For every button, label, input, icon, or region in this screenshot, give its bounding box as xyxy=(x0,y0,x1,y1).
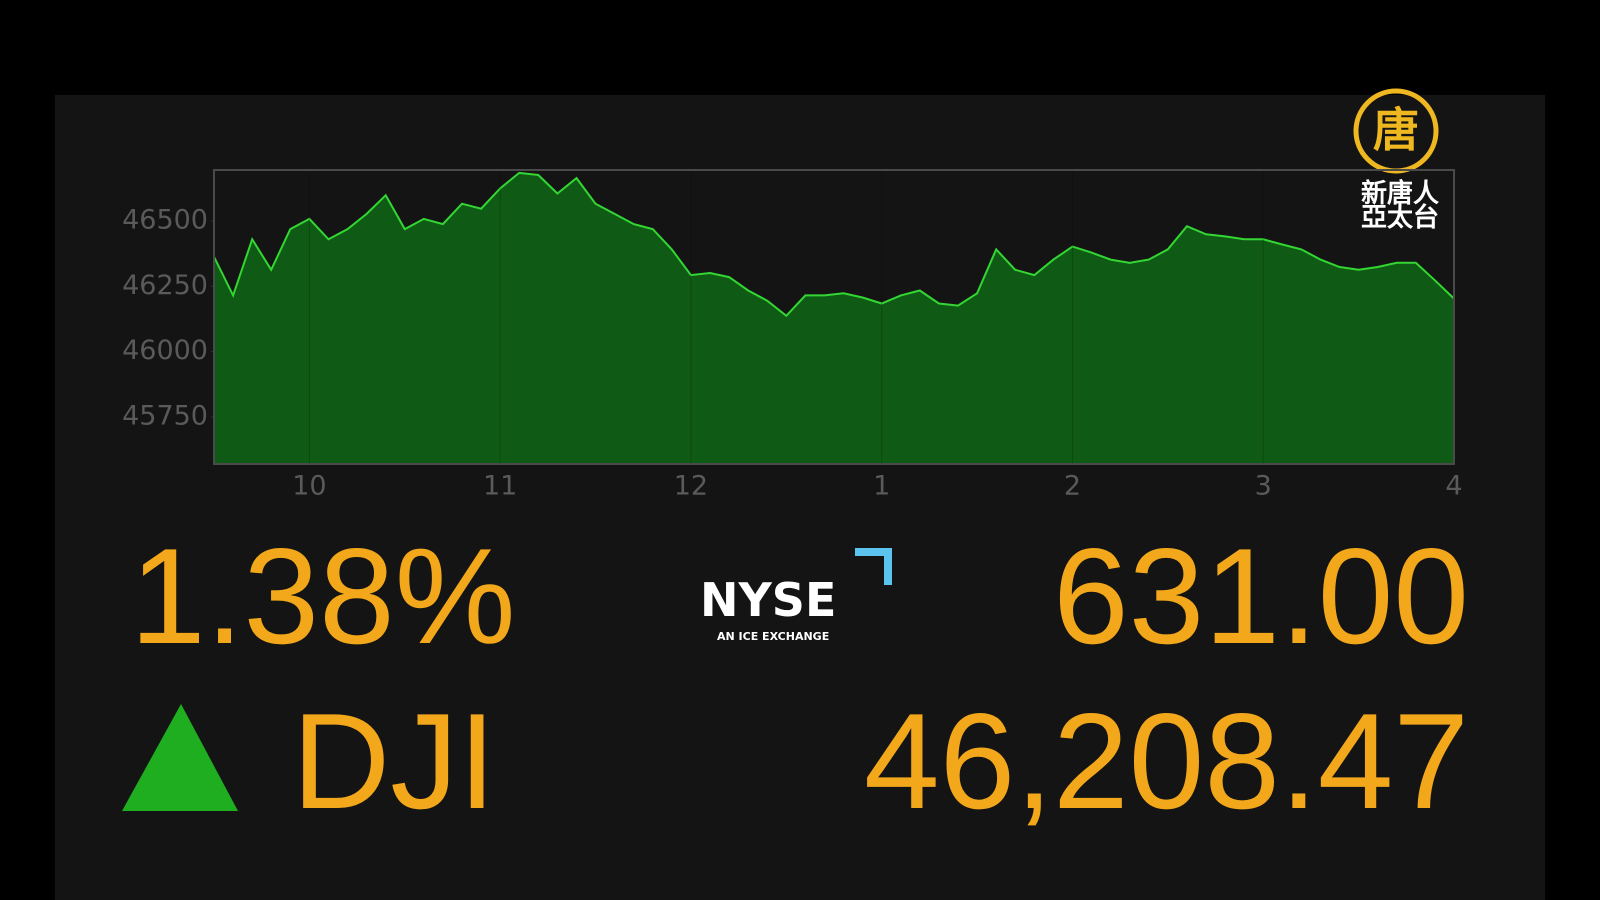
change-percent: 1.38% xyxy=(130,520,516,672)
x-tick-label: 4 xyxy=(1445,471,1462,502)
exchange-tagline: AN ICE EXCHANGE xyxy=(717,630,829,643)
price: 46,208.47 xyxy=(864,685,1469,837)
channel-logo: 唐 新唐人 亞太台 xyxy=(1353,88,1439,233)
x-tick-label: 10 xyxy=(292,471,326,502)
logo-line1: 新唐人 xyxy=(1361,178,1439,209)
x-tick-label: 2 xyxy=(1064,471,1081,502)
y-tick-label: 46500 xyxy=(122,204,208,235)
change: 631.00 xyxy=(1053,520,1469,672)
exchange-bracket xyxy=(855,548,892,585)
logo-line2: 亞太台 xyxy=(1361,202,1439,233)
y-tick-label: 46250 xyxy=(122,270,208,301)
logo-emblem: 唐 xyxy=(1373,103,1419,157)
exchange-name: NYSE xyxy=(700,573,836,627)
y-tick-label: 46000 xyxy=(122,335,208,366)
plot-frame xyxy=(213,169,1455,465)
price-line xyxy=(213,171,1455,318)
x-tick-label: 11 xyxy=(483,471,517,502)
x-tick-label: 3 xyxy=(1255,471,1272,502)
x-tick-label: 12 xyxy=(674,471,708,502)
exchange-logo: NYSE AN ICE EXCHANGE xyxy=(700,548,892,643)
y-tick-label: 45750 xyxy=(122,400,208,431)
symbol: DJI xyxy=(292,685,496,837)
x-tick-label: 1 xyxy=(873,471,890,502)
area-fill xyxy=(214,172,1454,464)
up-arrow xyxy=(122,704,238,811)
